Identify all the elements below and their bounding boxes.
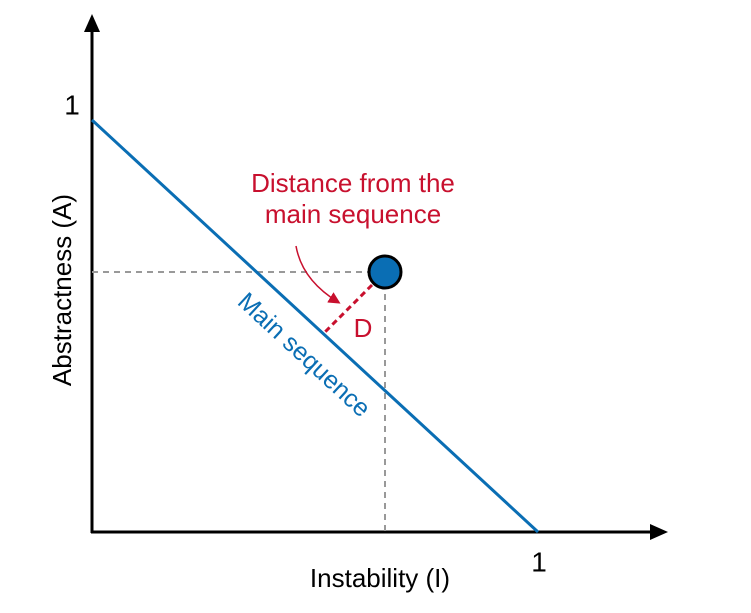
annotation-arrow <box>295 245 341 304</box>
distance-line <box>322 283 374 335</box>
annotation-line: main sequence <box>265 199 441 229</box>
main-sequence <box>90 118 540 534</box>
point <box>367 254 403 290</box>
x-axis-label: Instability (I) <box>310 563 450 593</box>
y-tick-label: 1 <box>64 89 80 120</box>
annotation-line: Distance from the <box>251 168 455 198</box>
y-arrow <box>84 14 100 32</box>
line-label: Main sequence <box>232 287 376 423</box>
distance-label: D <box>354 313 373 343</box>
y-axis-label: Abstractness (A) <box>47 194 77 386</box>
x-arrow <box>650 524 668 540</box>
x-tick-label: 1 <box>531 546 547 577</box>
